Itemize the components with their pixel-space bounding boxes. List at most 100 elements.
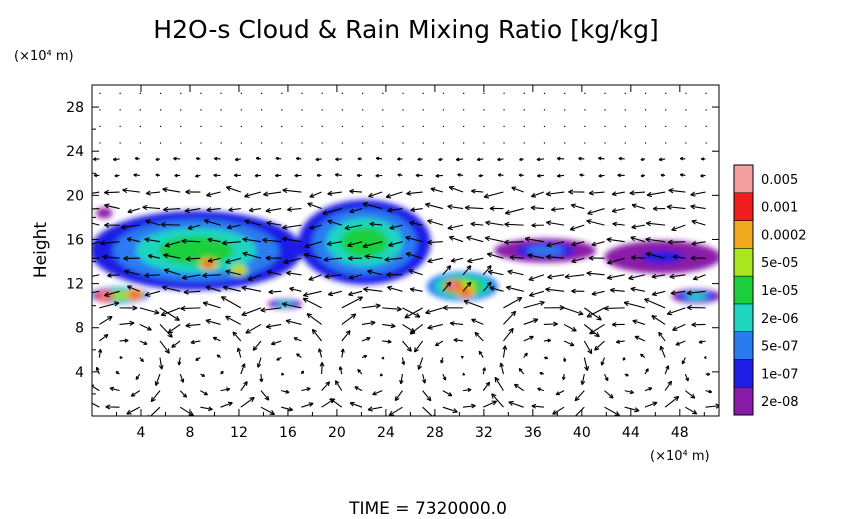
wind-vector [455, 157, 464, 162]
wind-vector [185, 189, 201, 195]
wind-vector [206, 191, 221, 198]
wind-vector [584, 92, 586, 94]
wind-vector [180, 142, 182, 144]
x-tick-label: 24 [377, 425, 395, 441]
wind-vector [523, 300, 545, 309]
wind-vector [410, 207, 423, 213]
wind-vector [448, 185, 464, 193]
wind-vector [240, 381, 248, 391]
wind-vector [457, 173, 464, 177]
wind-vector [665, 125, 667, 128]
y-tick-label: 4 [75, 365, 84, 381]
wind-vector [623, 300, 646, 309]
wind-vector [624, 389, 634, 395]
chart-title: H2O-s Cloud & Rain Mixing Ratio [kg/kg] [153, 15, 658, 44]
wind-vector [486, 252, 504, 259]
colorbar-label: 1e-05 [761, 284, 799, 299]
x-tick-label: 40 [573, 425, 591, 441]
wind-vector [556, 173, 565, 178]
wind-vector [99, 125, 101, 128]
wind-vector [394, 390, 403, 402]
wind-vector [241, 307, 262, 317]
wind-vector [545, 191, 565, 197]
wind-vector [604, 390, 614, 399]
wind-vector [503, 297, 523, 309]
wind-vector [543, 92, 546, 94]
wind-vector [508, 400, 524, 408]
y-tick-label: 12 [66, 277, 84, 293]
wind-vector [502, 345, 508, 358]
wind-vector [119, 142, 121, 144]
wind-vector [362, 202, 383, 210]
wind-vector [530, 191, 545, 198]
x-tick-label: 12 [230, 425, 248, 441]
wind-vector [507, 269, 524, 276]
wind-vector [604, 373, 609, 382]
wind-vector [530, 205, 544, 211]
wind-vector [462, 281, 472, 292]
wind-vector [644, 109, 647, 111]
cloud-core-peak [234, 267, 243, 274]
wind-vector [162, 187, 181, 193]
wind-vector [240, 363, 246, 375]
wind-vector [588, 190, 605, 196]
wind-vector [341, 330, 351, 342]
wind-vector [644, 387, 653, 392]
wind-vector [307, 202, 322, 210]
wind-vector [304, 241, 322, 249]
wind-vector [665, 109, 667, 111]
wind-vector [489, 205, 504, 212]
x-tick-label: 36 [524, 425, 542, 441]
wind-vector [685, 109, 687, 111]
x-tick-label: 28 [426, 425, 444, 441]
wind-vector [603, 305, 625, 312]
wind-vector [240, 109, 242, 111]
wind-vector [705, 92, 707, 94]
wind-vector [555, 390, 565, 396]
wind-vector [569, 224, 585, 231]
wind-vector [586, 219, 605, 226]
wind-vector [700, 173, 706, 178]
wind-vector [220, 370, 224, 375]
wind-vector [478, 350, 484, 358]
wind-vector [497, 173, 504, 177]
wind-vector [690, 204, 706, 210]
wind-vector [200, 373, 206, 377]
wind-vector [604, 125, 606, 128]
wind-vector [329, 398, 343, 408]
wind-vector [119, 320, 135, 326]
wind-vector [127, 208, 140, 214]
wind-vector [240, 125, 242, 128]
wind-vector [281, 236, 302, 243]
wind-vector [207, 257, 221, 263]
wind-vector [442, 406, 458, 414]
wind-vector [240, 396, 255, 408]
wind-vector [300, 370, 305, 375]
colorbar: 2e-08 1e-07 5e-07 2e-06 1e-05 5e-05 0.0002 0.00… [733, 164, 807, 416]
wind-vector [586, 307, 605, 318]
wind-vector [509, 254, 524, 261]
wind-vector [597, 156, 605, 161]
wind-vector [179, 373, 185, 383]
wind-vector [463, 142, 465, 144]
wind-vector [442, 305, 464, 311]
wind-vector [546, 220, 565, 226]
wind-vector [470, 221, 484, 227]
wind-vector [483, 125, 485, 128]
wind-vector [388, 241, 403, 247]
wind-vector [104, 222, 120, 228]
wind-vector [234, 157, 241, 162]
wind-vector [382, 92, 384, 94]
wind-vector [265, 207, 282, 214]
wind-vector [705, 372, 711, 376]
wind-vector [220, 142, 222, 144]
wind-vector [442, 125, 445, 128]
wind-vector [93, 173, 100, 178]
wind-vector [185, 322, 201, 329]
wind-vector [692, 274, 706, 281]
wind-vector [591, 290, 605, 296]
wind-vector [513, 383, 524, 392]
colorbar-label: 2e-06 [761, 312, 799, 327]
wind-vector [658, 157, 666, 162]
